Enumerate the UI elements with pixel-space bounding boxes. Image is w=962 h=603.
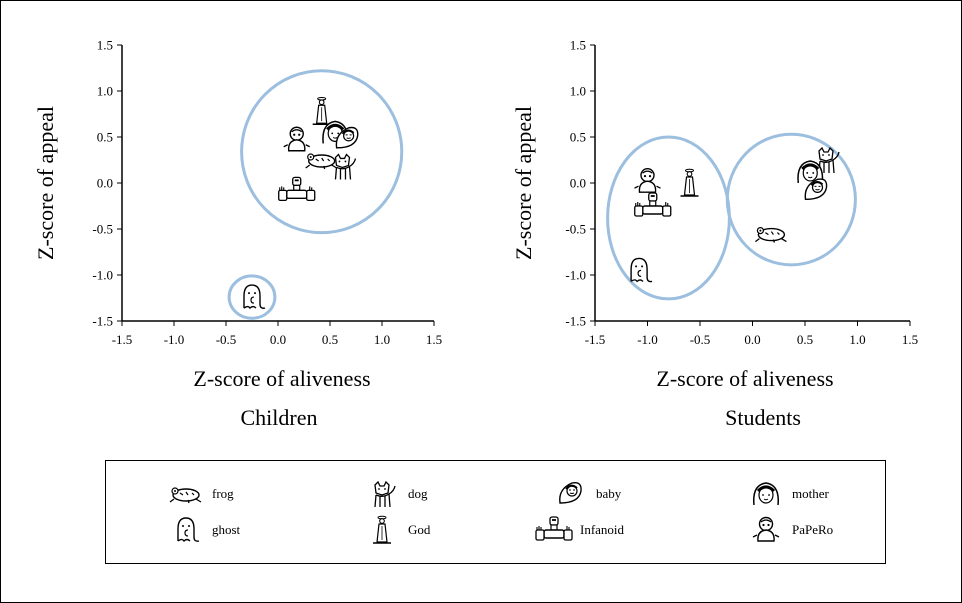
legend-label-dog: dog (408, 486, 428, 501)
y-tick-label: -1.5 (565, 314, 586, 329)
y-tick-label: 1.5 (97, 38, 113, 53)
y-tick-label: -0.5 (565, 222, 586, 237)
point-dog (818, 146, 840, 174)
x-axis-label: Z-score of aliveness (656, 366, 833, 391)
point-ghost (630, 257, 653, 283)
ghost-icon (177, 517, 200, 543)
y-axis-label: Z-score of appeal (511, 106, 536, 260)
legend-item-frog: frog (166, 479, 234, 509)
baby-icon (559, 481, 582, 504)
infanoid-icon (535, 516, 573, 541)
point-infanoid (634, 192, 672, 217)
x-tick-label: 0.5 (322, 332, 338, 347)
papero-icon (752, 516, 780, 542)
x-tick-label: -1.5 (585, 332, 606, 347)
panel-title: Students (725, 405, 801, 430)
legend-box: frog dog baby mother ghost God Infanoid (105, 460, 886, 564)
y-tick-label: -1.0 (565, 268, 586, 283)
cluster-circle (725, 132, 857, 267)
legend-label-infanoid: Infanoid (580, 522, 625, 537)
point-baby (335, 126, 359, 149)
legend-item-papero: PaPeRo (746, 515, 833, 545)
legend-item-dog: dog (362, 479, 428, 509)
point-ghost (243, 284, 266, 310)
legend-label-mother: mother (792, 486, 829, 501)
point-dog (334, 153, 357, 180)
x-tick-label: -1.0 (164, 332, 185, 347)
frog-icon (169, 487, 202, 504)
point-papero (283, 126, 311, 152)
point-god (312, 96, 331, 125)
y-tick-label: 0.5 (570, 130, 586, 145)
legend-label-god: God (408, 522, 431, 537)
legend-item-mother: mother (746, 479, 829, 509)
legend-item-infanoid: Infanoid (534, 515, 624, 545)
y-tick-label: 0.0 (97, 176, 113, 191)
cluster-circle (606, 135, 731, 301)
mother-icon (753, 482, 779, 506)
x-tick-label: 1.0 (849, 332, 865, 347)
x-tick-label: -1.5 (112, 332, 133, 347)
x-tick-label: 0.0 (270, 332, 286, 347)
legend-item-ghost: ghost (166, 515, 240, 545)
point-god (680, 168, 699, 197)
y-tick-label: 1.5 (570, 38, 586, 53)
x-tick-label: -1.0 (637, 332, 658, 347)
y-tick-label: -1.0 (92, 268, 113, 283)
cluster-circle (240, 69, 404, 235)
legend-item-baby: baby (550, 479, 621, 509)
dog-icon (374, 480, 396, 508)
point-frog (305, 153, 338, 170)
x-tick-label: 1.0 (374, 332, 390, 347)
y-tick-label: 0.0 (570, 176, 586, 191)
legend-item-god: God (362, 515, 430, 545)
plot-students: -1.5 -1.0 -0.5 0.0 0.5 1.0 1.5 1.5 1.0 0.5 0.0 -0.5… (511, 38, 918, 431)
legend-label-ghost: ghost (212, 522, 241, 537)
y-tick-label: -0.5 (92, 222, 113, 237)
y-tick-label: 0.5 (97, 130, 113, 145)
x-tick-label: -0.5 (216, 332, 237, 347)
x-tick-label: 1.5 (902, 332, 918, 347)
legend-label-papero: PaPeRo (792, 522, 834, 537)
legend-label-baby: baby (596, 486, 622, 501)
x-tick-label: -0.5 (690, 332, 711, 347)
point-frog (755, 227, 787, 243)
x-tick-label: 0.0 (744, 332, 760, 347)
god-icon (373, 515, 391, 544)
x-axis-label: Z-score of aliveness (193, 366, 370, 391)
point-infanoid (278, 176, 316, 202)
y-tick-label: 1.0 (97, 84, 113, 99)
x-tick-label: 1.5 (426, 332, 442, 347)
cluster-circle (227, 274, 277, 320)
point-papero (634, 167, 661, 193)
point-baby (804, 178, 828, 201)
y-tick-label: -1.5 (92, 314, 113, 329)
point-mother (797, 160, 824, 184)
plot-children: -1.5 -1.0 -0.5 0.0 0.5 1.0 1.5 1.5 1.0 0.5 0.0 -0.5… (33, 38, 442, 431)
legend-label-frog: frog (212, 486, 234, 501)
y-tick-label: 1.0 (570, 84, 586, 99)
y-axis-label: Z-score of appeal (33, 106, 58, 260)
x-tick-label: 0.5 (797, 332, 813, 347)
panel-title: Children (241, 405, 318, 430)
